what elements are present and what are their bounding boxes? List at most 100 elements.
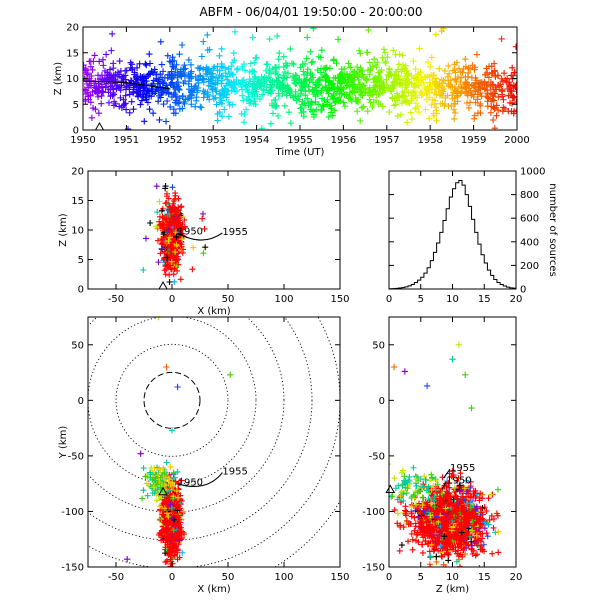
source-marker — [136, 60, 143, 67]
source-marker — [180, 79, 187, 87]
source-marker — [239, 63, 246, 71]
source-marker — [319, 84, 326, 92]
source-marker — [156, 198, 163, 205]
source-marker — [169, 204, 176, 211]
source-marker — [172, 478, 179, 485]
x-tick-label: 150 — [330, 294, 349, 305]
source-marker — [108, 47, 115, 54]
source-marker — [181, 61, 188, 69]
source-marker — [196, 72, 204, 79]
source-marker — [366, 59, 373, 66]
source-marker — [302, 88, 309, 95]
source-marker — [366, 88, 374, 96]
source-marker — [452, 544, 459, 551]
source-marker — [432, 104, 440, 111]
source-marker — [267, 90, 275, 97]
source-marker — [392, 101, 399, 108]
source-marker — [290, 61, 297, 68]
source-marker — [407, 109, 415, 116]
source-marker — [165, 525, 172, 532]
source-marker — [249, 34, 256, 41]
source-marker — [175, 82, 182, 90]
source-marker — [357, 50, 364, 57]
source-marker — [153, 223, 160, 230]
source-marker — [370, 56, 378, 63]
source-marker — [427, 553, 434, 560]
source-marker — [173, 99, 180, 106]
source-marker — [435, 88, 442, 95]
source-marker — [273, 76, 280, 84]
source-marker — [109, 75, 116, 83]
source-marker — [416, 45, 423, 52]
source-marker — [500, 69, 508, 77]
source-marker — [304, 95, 311, 102]
source-marker — [477, 520, 484, 527]
source-marker — [442, 94, 449, 101]
y-tick-label: 20 — [71, 167, 84, 178]
source-marker — [199, 76, 207, 83]
source-marker — [462, 477, 469, 484]
source-marker — [345, 82, 353, 89]
source-marker — [162, 527, 169, 534]
source-marker — [508, 72, 515, 79]
source-marker — [162, 271, 169, 278]
source-marker — [201, 225, 208, 232]
source-marker — [454, 90, 461, 97]
source-marker — [451, 94, 459, 102]
source-marker — [292, 71, 299, 79]
source-marker — [307, 106, 314, 113]
source-marker — [491, 124, 498, 130]
storm-track — [177, 472, 223, 487]
source-marker — [445, 62, 452, 70]
source-marker — [191, 83, 199, 90]
source-marker — [251, 74, 258, 81]
source-marker — [453, 59, 461, 66]
source-marker — [195, 77, 202, 84]
source-marker — [445, 479, 452, 486]
source-marker — [164, 254, 171, 261]
source-marker — [117, 67, 125, 75]
y-tick-label: 10 — [71, 226, 84, 237]
source-marker — [319, 102, 326, 109]
y-axis-label: Z (km) — [58, 213, 69, 246]
plot-frame — [87, 316, 341, 568]
x-tick-label: 100 — [274, 572, 293, 583]
source-marker — [181, 216, 188, 223]
source-marker — [396, 51, 403, 58]
source-marker — [137, 101, 144, 108]
source-marker — [394, 112, 402, 120]
source-marker — [441, 67, 449, 75]
source-marker — [186, 94, 193, 102]
source-marker — [492, 529, 499, 536]
source-marker — [175, 529, 182, 536]
source-marker — [411, 514, 418, 521]
source-marker — [508, 87, 515, 95]
y-tick-label: 5 — [73, 100, 79, 111]
source-marker — [267, 70, 275, 77]
source-marker — [419, 541, 426, 548]
y-tick-label: -50 — [68, 451, 84, 462]
source-marker — [178, 41, 186, 49]
x-tick-label: 15 — [478, 294, 491, 305]
source-marker — [299, 98, 306, 105]
source-marker — [403, 75, 410, 82]
source-marker — [443, 483, 450, 490]
source-marker — [143, 96, 150, 103]
source-marker — [127, 64, 134, 71]
source-marker — [330, 56, 338, 63]
source-marker — [167, 481, 174, 488]
source-marker — [239, 92, 246, 99]
y-tick-label: 0 — [78, 396, 84, 407]
source-marker — [156, 213, 163, 220]
source-marker — [494, 106, 502, 114]
source-marker — [272, 102, 280, 110]
source-marker — [283, 74, 290, 81]
source-marker — [287, 119, 295, 127]
source-marker — [343, 82, 350, 90]
source-marker — [176, 230, 183, 237]
source-marker — [169, 537, 176, 544]
source-marker — [134, 73, 141, 80]
source-marker — [495, 93, 502, 101]
